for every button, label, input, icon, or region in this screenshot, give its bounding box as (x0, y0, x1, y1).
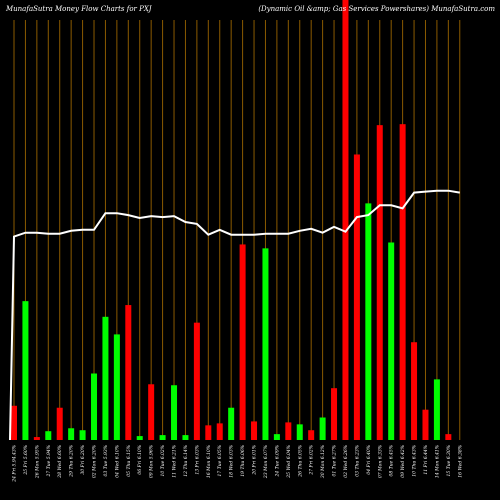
x-tick-label: 04 Wed 6.10% (114, 445, 120, 478)
x-tick-label: 30 Mon 6.12% (320, 445, 326, 478)
x-tick-label: 19 Thu 6.06% (240, 445, 246, 477)
bar (56, 407, 63, 440)
bar (376, 125, 383, 441)
bar (136, 436, 143, 440)
x-tick-label: 23 Mon 6.07% (263, 445, 269, 479)
bar (205, 425, 212, 440)
x-tick-label: 24 Fri 5.94.43% (12, 445, 18, 483)
bar (353, 154, 360, 440)
x-tick-label: 26 Thu 6.05% (297, 445, 303, 478)
x-tick-label: 24 Tue 6.09% (274, 445, 280, 477)
bar (148, 384, 155, 440)
bar-series (11, 0, 452, 441)
bar (273, 434, 280, 440)
bar (228, 407, 235, 440)
x-tick-label: 10 Thu 6.43% (412, 445, 418, 477)
bar (251, 421, 258, 440)
bar (285, 422, 292, 440)
x-tick-label: 29 Thu 6.20% (69, 445, 75, 478)
x-tick-label: 17 Tue 6.05% (217, 445, 223, 476)
bar (342, 0, 349, 440)
x-tick-label: 01 Tue 6.27% (332, 445, 338, 476)
bar (331, 388, 338, 440)
bar (171, 385, 178, 440)
bar (193, 322, 200, 440)
bar (125, 305, 132, 440)
bar (182, 435, 189, 440)
x-tick-label: 27 Fri 6.02% (309, 445, 315, 476)
x-tick-label: 10 Tue 6.02% (160, 445, 166, 476)
x-tick-label: 02 Mon 6.20% (92, 445, 98, 478)
bar (91, 373, 98, 440)
chart-header-right: (Dynamic Oil &amp; Gas Services Powersha… (258, 5, 495, 13)
bar (319, 417, 326, 440)
x-tick-label: 14 Mon 6.41% (434, 445, 440, 478)
x-tick-label: 08 Tue 6.45% (389, 445, 395, 476)
x-tick-label: 16 Mon 6.10% (206, 445, 212, 478)
x-tick-label: 20 Fri 6.01% (252, 445, 258, 476)
chart-header-left: MunafaSutra Money Flow Charts for PXJ (5, 5, 153, 13)
bar (68, 428, 75, 440)
x-tick-label: 04 Fri 6.40% (366, 445, 372, 475)
x-tick-label: 12 Thu 6.14% (183, 445, 189, 477)
x-tick-label: 06 Fri 6.10% (137, 445, 143, 475)
bar (239, 244, 246, 440)
x-tick-label: 15 Tue 6.30% (446, 445, 452, 476)
bar (159, 435, 166, 440)
bar (445, 434, 452, 440)
bar (102, 316, 109, 440)
bar (388, 242, 395, 440)
x-tick-label: 18 Wed 6.03% (229, 445, 235, 478)
bar (399, 124, 406, 440)
bar (216, 423, 223, 440)
bar (365, 203, 372, 440)
x-tick-label: 05 Thu 6.15% (126, 445, 132, 477)
x-tick-label: 26 Mon 5.95% (34, 445, 40, 479)
x-tick-label: 30 Fri 6.20% (80, 445, 86, 475)
x-tick-label: 25 Wed 6.04% (286, 445, 292, 479)
bar (262, 248, 269, 440)
bar (308, 430, 315, 440)
bar (113, 334, 120, 440)
x-tick-label: 28 Wed 6.60% (57, 445, 63, 479)
bar (433, 379, 440, 440)
x-tick-label: 03 Tue 5.93% (103, 445, 109, 476)
bar (11, 405, 17, 440)
bar (22, 301, 29, 440)
x-tick-label: 09 Mon 5.96% (149, 445, 155, 478)
bar (33, 437, 40, 440)
bar (296, 424, 303, 440)
x-tick-labels: 24 Fri 5.94.43% 25 Fri 5.60% 26 Mon 5.95% 2… (12, 445, 464, 483)
x-tick-label: 25 Fri 5.60% (23, 445, 29, 476)
x-tick-label: 13 Fri 6.03% (194, 445, 200, 475)
bar (422, 409, 429, 440)
x-tick-label: 03 Thu 6.23% (354, 445, 360, 477)
x-tick-label: 11 Wed 6.21% (172, 445, 178, 478)
bar (411, 342, 418, 440)
x-tick-label: 07 Mon 6.33% (377, 445, 383, 478)
x-tick-label: 11 Fri 6.44% (423, 445, 429, 475)
x-tick-label: 09 Wed 6.42% (400, 445, 406, 478)
money-flow-line (9, 189, 460, 441)
bar (45, 431, 52, 440)
bar (79, 430, 86, 440)
x-tick-label: 02 Wed 6.26% (343, 445, 349, 478)
x-tick-label: 16 Wed 6.38% (457, 445, 463, 478)
x-tick-label: 27 Tue 5.94% (46, 445, 52, 477)
